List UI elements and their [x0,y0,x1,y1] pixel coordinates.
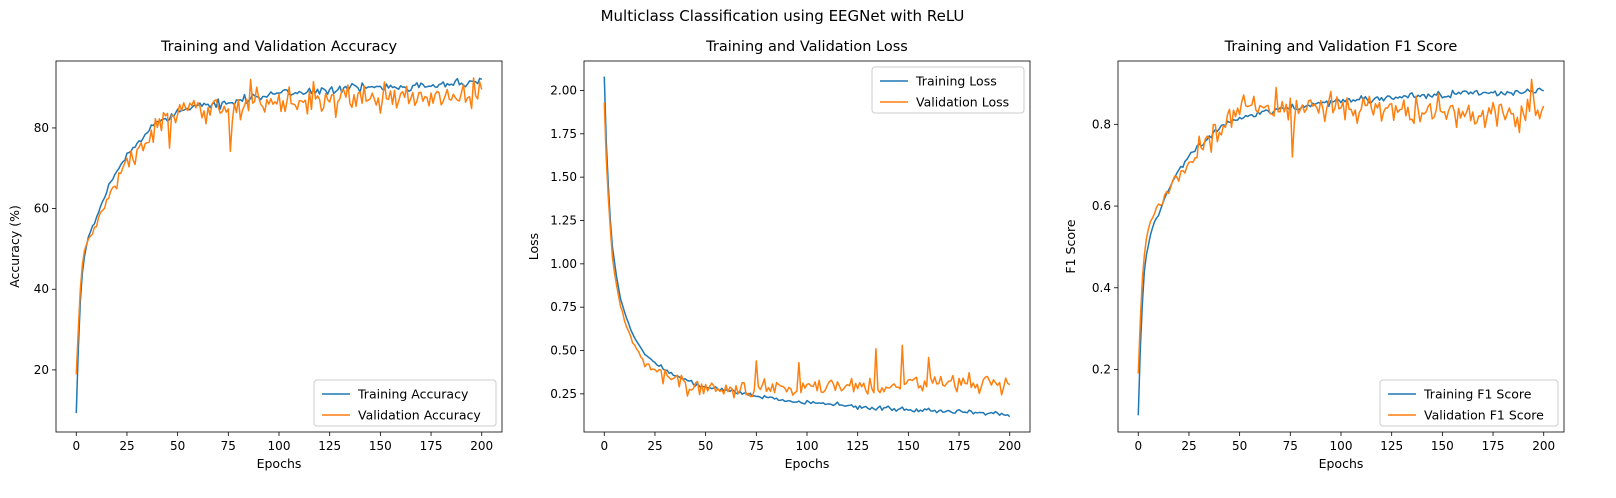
x-tick-label: 150 [1431,439,1454,453]
series-line-training [603,76,1011,418]
x-tick-label: 200 [1532,439,1555,453]
chart-title: Training and Validation F1 Score [1224,39,1458,55]
series-lines [1137,78,1545,416]
y-tick-label: 0.75 [550,300,577,314]
legend-label: Training Loss [915,74,997,89]
legend-box [1379,379,1559,427]
x-tick-label: 0 [600,439,608,453]
x-tick-label: 25 [119,439,134,453]
x-tick-label: 200 [470,439,493,453]
axes-frame [583,60,1031,433]
x-tick-label: 50 [698,439,713,453]
x-tick-label: 150 [369,439,392,453]
x-tick-label: 50 [170,439,185,453]
legend-box [871,66,1025,114]
x-tick-label: 125 [318,439,341,453]
x-tick-label: 75 [1283,439,1298,453]
series-line-validation [603,102,1011,399]
chart-panel-3: Training and Validation F1 Score 0 25 50 75 1… [1063,39,1565,471]
series-lines [75,77,483,414]
legend-label: Validation Loss [916,95,1009,110]
series-line-training [1137,87,1545,416]
x-tick-label: 100 [268,439,291,453]
x-tick-label: 175 [420,439,443,453]
y-tick-label: 0.8 [1092,117,1111,131]
x-tick-label: 175 [948,439,971,453]
y-tick-label: 2.00 [550,83,577,97]
y-axis-label: Loss [526,233,541,260]
x-tick-label: 175 [1482,439,1505,453]
y-tick-label: 0.25 [550,387,577,401]
x-tick-label: 125 [1380,439,1403,453]
legend-label: Training Accuracy [357,387,469,402]
x-tick-label: 100 [796,439,819,453]
x-axis-label: Epochs [257,456,302,471]
y-tick-label: 0.6 [1092,199,1111,213]
x-tick-label: 50 [1232,439,1247,453]
series-lines [603,76,1011,418]
chart-title: Training and Validation Loss [705,39,908,55]
y-axis-label: F1 Score [1063,219,1078,273]
x-tick-label: 25 [1181,439,1196,453]
series-line-validation [75,77,483,375]
x-axis-label: Epochs [785,456,830,471]
y-tick-label: 0.50 [550,344,577,358]
x-tick-label: 25 [647,439,662,453]
y-tick-label: 1.25 [550,213,577,227]
y-tick-label: 1.75 [550,127,577,141]
y-tick-label: 60 [34,202,49,216]
axes-frame [55,60,503,433]
legend: Training Accuracy Validation Accuracy [313,379,497,427]
y-tick-label: 0.2 [1092,362,1111,376]
x-tick-label: 0 [72,439,80,453]
legend: Training F1 Score Validation F1 Score [1379,379,1559,427]
x-axis-label: Epochs [1319,456,1364,471]
y-tick-label: 1.50 [550,170,577,184]
y-tick-label: 20 [34,363,49,377]
legend-label: Training F1 Score [1423,387,1532,402]
y-tick-label: 1.00 [550,257,577,271]
legend-box [313,379,497,427]
series-line-validation [1137,78,1545,374]
y-tick-label: 80 [34,121,49,135]
legend-label: Validation Accuracy [358,408,481,423]
figure-suptitle: Multiclass Classification using EEGNet w… [600,7,965,25]
x-tick-label: 75 [221,439,236,453]
axes-frame [1117,60,1565,433]
chart-panel-1: Training and Validation Accuracy 0 25 50 75 1… [7,39,503,471]
chart-title: Training and Validation Accuracy [160,39,398,55]
y-axis-label: Accuracy (%) [7,205,22,288]
x-tick-label: 125 [846,439,869,453]
x-tick-label: 0 [1134,439,1142,453]
x-tick-label: 200 [998,439,1021,453]
y-tick-label: 0.4 [1092,281,1111,295]
legend: Training Loss Validation Loss [871,66,1025,114]
y-tick-label: 40 [34,282,49,296]
legend-label: Validation F1 Score [1424,408,1544,423]
x-tick-label: 100 [1330,439,1353,453]
x-tick-label: 150 [897,439,920,453]
chart-panel-2: Training and Validation Loss 0 25 50 75 100 12… [526,39,1031,471]
x-tick-label: 75 [749,439,764,453]
series-line-training [75,77,483,414]
